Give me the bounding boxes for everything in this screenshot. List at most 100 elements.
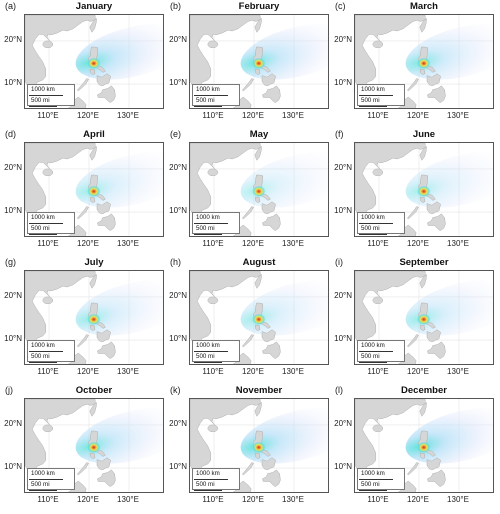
mindanao-island [97,469,116,488]
scale-bar-km-line [29,95,63,96]
x-tick-label: 110°E [367,495,389,504]
scale-bar-km-label: 1000 km [31,86,55,93]
scale-bar-km-line [29,223,63,224]
taiwan-island [89,401,97,417]
scale-bar-km-label: 1000 km [31,342,55,349]
y-tick-label: 10°N [4,334,22,344]
x-tick-label: 120°E [407,495,429,504]
map-panel: 1000 km 500 mi [189,14,329,109]
y-tick-label: 10°N [334,206,352,216]
visayas-islands [261,73,276,87]
density-hotspot [86,441,101,454]
panel-title: February [238,1,280,12]
scale-bar-mi-label: 500 mi [196,353,215,360]
palawan-island [407,462,419,476]
density-plume [405,151,493,208]
density-plume [405,23,493,80]
scale-bar-mi-label: 500 mi [196,481,215,488]
scale-bar-km-label: 1000 km [196,342,220,349]
map-svg [25,15,163,108]
taiwan-island [254,17,262,33]
mindanao-island [427,85,446,104]
y-tick-label: 20°N [169,290,187,300]
y-tick-label: 20°N [334,162,352,172]
map-panel: 1000 km 500 mi [24,14,164,109]
palawan-island [407,334,419,348]
scale-bar-mi-label: 500 mi [31,97,50,104]
x-tick-label: 120°E [407,367,429,376]
mindanao-island [97,85,116,104]
x-tick-label: 110°E [202,367,224,376]
visayas-islands [426,201,441,215]
x-tick-label: 110°E [202,239,224,248]
y-tick-label: 20°N [4,290,22,300]
visayas-islands [261,329,276,343]
x-tick-label: 120°E [242,239,264,248]
panel-title: September [399,257,449,268]
x-tick-label: 120°E [407,111,429,120]
scale-bar: 1000 km 500 mi [27,340,75,363]
scale-bar-mi-label: 500 mi [31,353,50,360]
panel-letter: (d) [5,129,16,139]
map-svg [25,143,163,236]
panel-letter: (a) [5,1,16,11]
hainan-island [207,168,219,177]
y-tick-label: 20°N [169,418,187,428]
x-tick-label: 130°E [117,367,139,376]
scale-bar-km-line [194,351,228,352]
scale-bar-km-line [29,351,63,352]
y-tick-label: 20°N [4,162,22,172]
map-panel: 1000 km 500 mi [24,142,164,237]
map-panel: 1000 km 500 mi [189,270,329,365]
hainan-island [42,40,54,49]
density-hotspot [251,185,266,198]
x-tick-label: 110°E [37,239,59,248]
visayas-islands [426,329,441,343]
x-tick-label: 120°E [242,111,264,120]
visayas-islands [96,329,111,343]
panel-letter: (k) [170,385,181,395]
x-tick-label: 110°E [202,111,224,120]
scale-bar-km-line [194,223,228,224]
density-plume [75,23,163,80]
hainan-island [372,424,384,433]
scale-bar-mi-line [29,362,57,363]
taiwan-island [419,17,427,33]
panel-letter: (i) [335,257,343,267]
x-tick-label: 120°E [242,495,264,504]
scale-bar: 1000 km 500 mi [357,340,405,363]
scale-bar-km-line [359,351,393,352]
map-svg [355,399,493,492]
taiwan-island [89,145,97,161]
hainan-island [42,424,54,433]
panel-title: January [75,1,113,12]
map-panel: 1000 km 500 mi [354,398,494,493]
density-plume [240,279,328,336]
x-tick-label: 130°E [282,367,304,376]
x-tick-label: 120°E [242,367,264,376]
mindanao-island [262,213,281,232]
density-hotspot [416,441,431,454]
scale-bar-mi-label: 500 mi [361,225,380,232]
scale-bar-mi-line [359,234,387,235]
map-svg [355,143,493,236]
y-tick-label: 10°N [169,462,187,472]
x-tick-label: 130°E [117,495,139,504]
scale-bar: 1000 km 500 mi [357,212,405,235]
panel-title: May [249,129,269,140]
density-plume [75,279,163,336]
hainan-island [42,168,54,177]
visayas-islands [96,73,111,87]
taiwan-island [254,145,262,161]
density-hotspot [251,57,266,70]
panel-title: December [401,385,447,396]
y-tick-label: 10°N [169,334,187,344]
y-tick-label: 20°N [4,418,22,428]
map-svg [190,271,328,364]
mindanao-island [427,341,446,360]
panel-letter: (f) [335,129,344,139]
x-tick-label: 110°E [367,239,389,248]
scale-bar-km-line [359,223,393,224]
y-tick-label: 20°N [169,34,187,44]
